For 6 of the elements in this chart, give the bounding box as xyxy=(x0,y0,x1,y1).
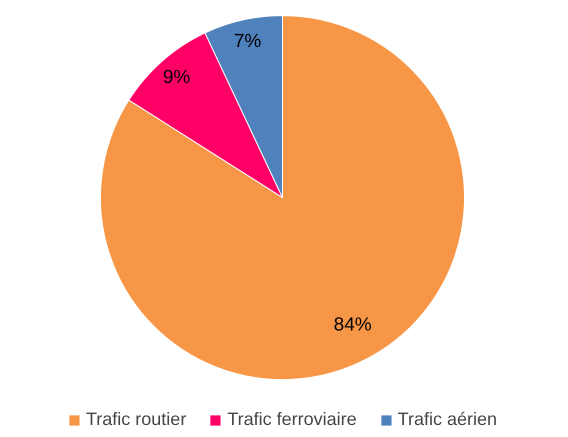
legend-label: Trafic ferroviaire xyxy=(227,409,357,430)
data-label: 84% xyxy=(334,314,372,336)
legend-label: Trafic aérien xyxy=(398,409,498,430)
legend-label: Trafic routier xyxy=(86,409,186,430)
data-label: 9% xyxy=(162,66,190,88)
data-label: 7% xyxy=(234,30,262,52)
